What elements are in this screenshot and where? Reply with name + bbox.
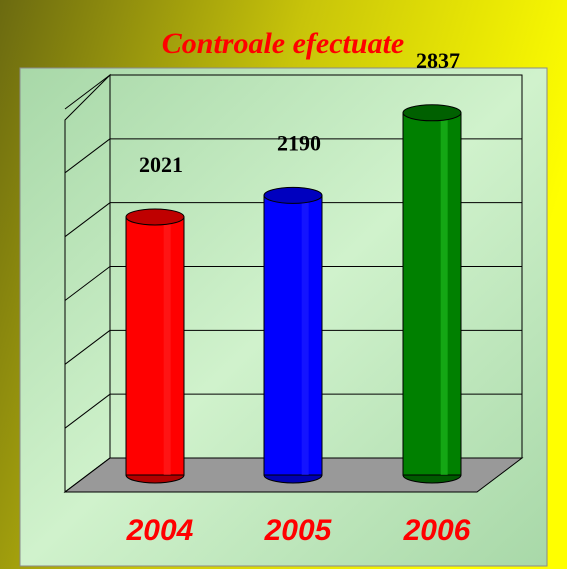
grid-line xyxy=(64,457,111,493)
bar xyxy=(402,112,462,476)
grid-line xyxy=(64,138,111,174)
x-tick-label: 2005 xyxy=(264,514,333,547)
grid-line xyxy=(64,393,111,429)
x-tick-label: 2006 xyxy=(403,514,471,547)
bar xyxy=(263,194,323,476)
value-label: 2021 xyxy=(139,152,183,177)
bar xyxy=(125,216,185,476)
bar-highlight xyxy=(163,216,171,476)
bar-top xyxy=(125,208,185,226)
value-label: 2190 xyxy=(277,130,321,155)
grid-line xyxy=(64,266,111,301)
value-label: 2837 xyxy=(416,48,460,73)
bar-top xyxy=(402,104,462,122)
grid-line xyxy=(64,202,111,238)
bar-highlight xyxy=(301,195,309,475)
bar-top xyxy=(263,186,323,204)
chart-title: Controale efectuate xyxy=(162,27,404,60)
grid-line xyxy=(64,329,111,365)
x-tick-label: 2004 xyxy=(126,514,194,547)
bar-highlight xyxy=(440,112,448,476)
grid-line xyxy=(64,74,111,110)
